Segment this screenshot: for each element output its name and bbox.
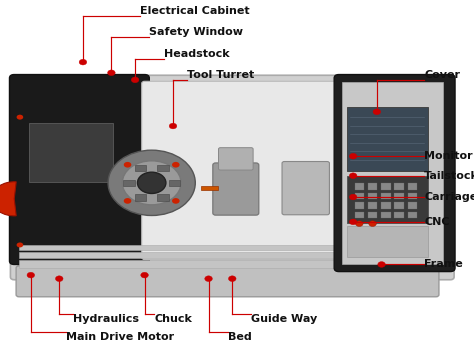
FancyBboxPatch shape	[16, 266, 439, 297]
FancyBboxPatch shape	[213, 163, 259, 215]
Circle shape	[205, 276, 212, 282]
FancyBboxPatch shape	[347, 226, 428, 257]
Bar	[381, 202, 391, 209]
Text: Guide Way: Guide Way	[251, 314, 318, 324]
FancyBboxPatch shape	[347, 176, 428, 223]
Text: Headstock: Headstock	[164, 49, 229, 59]
Bar	[157, 195, 169, 201]
Circle shape	[349, 153, 357, 159]
Bar	[408, 193, 417, 199]
Bar	[381, 193, 391, 199]
Bar	[381, 212, 391, 218]
Circle shape	[79, 59, 87, 65]
Circle shape	[349, 219, 357, 225]
Bar	[19, 245, 431, 250]
Circle shape	[378, 262, 385, 267]
Text: Tool Turret: Tool Turret	[187, 70, 255, 80]
Bar	[394, 202, 404, 209]
Text: Monitor: Monitor	[424, 151, 473, 161]
Circle shape	[369, 221, 376, 226]
Bar	[19, 252, 431, 258]
Bar	[201, 186, 218, 190]
Circle shape	[349, 194, 357, 200]
Bar	[394, 183, 404, 190]
Bar	[408, 202, 417, 209]
Circle shape	[27, 272, 35, 278]
Bar	[123, 180, 135, 186]
FancyBboxPatch shape	[29, 123, 113, 182]
Circle shape	[169, 123, 177, 129]
Circle shape	[55, 276, 63, 282]
Wedge shape	[0, 182, 16, 216]
Text: Chuck: Chuck	[154, 314, 192, 324]
FancyBboxPatch shape	[334, 75, 455, 272]
Bar	[381, 183, 391, 190]
Bar	[408, 212, 417, 218]
Bar	[135, 195, 146, 201]
FancyBboxPatch shape	[347, 107, 428, 171]
Bar	[355, 193, 364, 199]
Text: Electrical Cabinet: Electrical Cabinet	[140, 6, 249, 16]
Text: Hydraulics: Hydraulics	[73, 314, 139, 324]
FancyBboxPatch shape	[342, 82, 443, 264]
Circle shape	[108, 70, 115, 76]
Bar	[368, 212, 377, 218]
Bar	[394, 212, 404, 218]
FancyBboxPatch shape	[9, 75, 149, 264]
Circle shape	[124, 198, 131, 204]
Circle shape	[172, 162, 180, 168]
Bar	[355, 212, 364, 218]
Circle shape	[131, 77, 139, 83]
Text: Cover: Cover	[424, 70, 460, 80]
Circle shape	[137, 172, 166, 193]
Text: Tailstock: Tailstock	[424, 171, 474, 181]
Bar	[368, 183, 377, 190]
Bar	[408, 183, 417, 190]
Circle shape	[373, 109, 381, 115]
Text: Safety Window: Safety Window	[149, 27, 243, 37]
Circle shape	[124, 162, 131, 168]
Circle shape	[17, 115, 23, 120]
Circle shape	[172, 198, 180, 204]
Bar	[157, 165, 169, 171]
Circle shape	[228, 276, 236, 282]
Text: CNC: CNC	[424, 217, 450, 227]
Circle shape	[356, 221, 363, 226]
Bar	[355, 202, 364, 209]
FancyBboxPatch shape	[282, 162, 329, 215]
Bar	[135, 165, 146, 171]
Bar	[19, 260, 431, 268]
Circle shape	[122, 161, 181, 205]
Bar	[368, 202, 377, 209]
Text: Main Drive Motor: Main Drive Motor	[66, 332, 174, 342]
Bar	[169, 180, 180, 186]
FancyBboxPatch shape	[10, 75, 454, 280]
Bar	[394, 193, 404, 199]
Bar	[368, 193, 377, 199]
Text: Bed: Bed	[228, 332, 251, 342]
Text: Carriage: Carriage	[424, 192, 474, 202]
Circle shape	[141, 272, 148, 278]
Circle shape	[108, 150, 195, 215]
Text: Frame: Frame	[424, 260, 463, 269]
Bar	[355, 183, 364, 190]
FancyBboxPatch shape	[219, 148, 253, 170]
FancyBboxPatch shape	[142, 81, 346, 260]
Circle shape	[17, 242, 23, 247]
Circle shape	[349, 173, 357, 179]
